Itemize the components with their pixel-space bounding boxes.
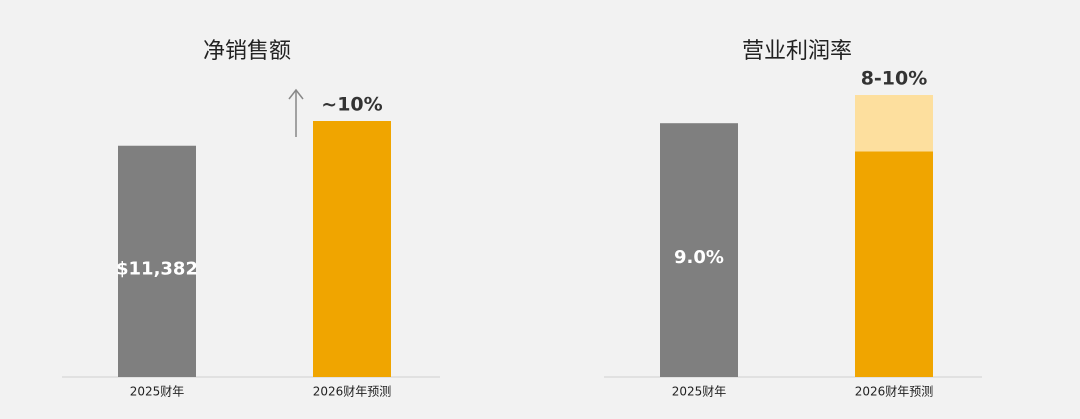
x-tick-label: 2025财年 — [672, 385, 727, 399]
value-label: $11,382 — [116, 258, 198, 279]
up-arrow-head — [288, 88, 304, 100]
bar — [118, 145, 196, 377]
chart-title: 净销售额 — [203, 39, 291, 64]
x-tick-label: 2025财年 — [130, 385, 185, 399]
x-tick-label: 2026财年预测 — [313, 385, 392, 399]
annotation: 8-10% — [861, 68, 928, 90]
bar — [855, 151, 933, 377]
bar — [855, 95, 933, 152]
bar — [313, 121, 391, 377]
annotation: ~10% — [321, 94, 382, 116]
x-tick-label: 2026财年预测 — [855, 385, 934, 399]
bar — [660, 123, 738, 377]
value-label: 9.0% — [674, 247, 724, 268]
chart-title: 营业利润率 — [742, 39, 852, 64]
